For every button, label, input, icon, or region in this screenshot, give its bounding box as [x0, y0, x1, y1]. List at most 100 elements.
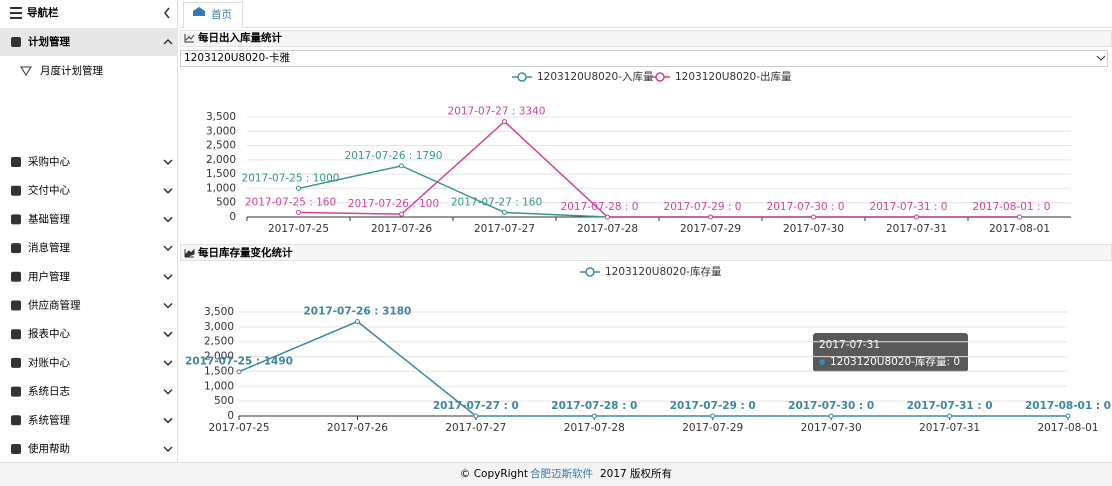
series-line	[298, 120, 1020, 218]
x-tick-label: 2017-07-28	[564, 422, 625, 434]
data-label: 2017-07-31 : 0	[870, 201, 948, 213]
x-tick-label: 2017-07-29	[680, 223, 741, 235]
x-tick-label: 2017-07-31	[919, 422, 980, 434]
tab[interactable]	[183, 2, 243, 28]
x-tick-label: 2017-07-25	[268, 223, 329, 235]
data-point	[502, 119, 507, 125]
home-icon	[193, 7, 205, 16]
menu-item[interactable]: 系统管理	[28, 413, 70, 426]
menu-item[interactable]: 使用帮助	[28, 442, 70, 455]
menu-icon	[11, 329, 21, 340]
data-point	[605, 214, 610, 220]
menu-chevron	[163, 216, 173, 223]
x-tick-label: 2017-07-26	[371, 223, 432, 235]
menu-item[interactable]: 采购中心	[28, 155, 70, 168]
submenu-item[interactable]: 月度计划管理	[40, 64, 103, 77]
x-tick-label: 2017-07-27	[474, 223, 535, 235]
x-tick-label: 2017-07-26	[327, 422, 388, 434]
menu-icon	[11, 357, 21, 368]
tab-border	[180, 27, 1112, 28]
menu-item[interactable]: 系统日志	[28, 385, 70, 398]
data-label: 2017-07-26 : 3180	[303, 306, 411, 318]
data-point	[1065, 413, 1071, 419]
menu-item[interactable]: 用户管理	[28, 270, 70, 283]
menu-item[interactable]: 交付中心	[28, 184, 70, 197]
data-point	[236, 369, 242, 375]
menu-chevron	[163, 38, 173, 45]
series-line	[238, 320, 1068, 417]
sidebar	[0, 0, 178, 462]
data-label: 2017-07-28 : 0	[561, 201, 639, 213]
menu-icon	[11, 157, 21, 167]
data-point	[399, 211, 404, 217]
data-point	[708, 214, 713, 220]
menu-item[interactable]: 报表中心	[28, 327, 70, 340]
data-label: 2017-07-28 : 0	[551, 400, 637, 412]
data-point	[947, 413, 953, 419]
active-item-bg	[0, 28, 178, 56]
data-label: 2017-07-27 : 0	[433, 400, 519, 412]
data-label: 2017-07-29 : 0	[670, 400, 756, 412]
y-tick-label: 3,500	[206, 111, 236, 123]
x-tick-label: 2017-07-30	[783, 223, 844, 235]
sidebar-title: 导航栏	[27, 6, 59, 19]
menu-chevron	[163, 446, 173, 453]
collapse-icon[interactable]	[164, 7, 170, 19]
data-point	[811, 214, 816, 220]
tooltip-text: 1203120U8020-库存量: 0	[830, 355, 960, 368]
menu-item[interactable]: 消息管理	[28, 241, 70, 254]
menu-icon	[11, 185, 21, 196]
area-icon	[184, 248, 195, 258]
x-tick-label: 2017-07-30	[801, 422, 862, 434]
select-value[interactable]: 1203120U8020-卡雅	[184, 51, 290, 64]
data-label: 2017-07-27 : 160	[451, 196, 542, 208]
data-label: 2017-07-27 : 3340	[448, 106, 546, 118]
y-tick-label: 500	[214, 395, 234, 407]
footer-link[interactable]: 合肥迈斯软件	[530, 467, 593, 480]
x-tick-label: 2017-07-27	[445, 422, 506, 434]
menu-chevron	[163, 274, 173, 280]
select-box[interactable]	[180, 50, 1108, 67]
menu-chevron	[163, 159, 173, 166]
y-tick-label: 1,000	[204, 380, 234, 392]
data-point	[473, 413, 479, 419]
menu-chevron	[163, 331, 173, 338]
y-tick-label: 2,000	[204, 351, 234, 363]
data-label: 2017-07-26 : 1790	[345, 150, 443, 162]
menu-chevron	[163, 389, 173, 395]
data-point	[354, 319, 360, 325]
tooltip-dot	[819, 359, 825, 365]
x-tick-label: 2017-07-29	[682, 422, 743, 434]
data-point	[296, 185, 301, 191]
menu-icon	[10, 7, 22, 19]
menu-icon	[11, 444, 21, 454]
menu-icon	[11, 300, 21, 311]
data-label: 2017-08-01 : 0	[973, 201, 1051, 213]
menu-item[interactable]: 供应商管理	[28, 299, 81, 312]
legend-label[interactable]: 1203120U8020-出库量	[675, 70, 792, 83]
menu-item[interactable]: 基础管理	[28, 212, 70, 225]
legend-label[interactable]: 1203120U8020-库存量	[605, 265, 722, 278]
data-label: 2017-07-25 : 1490	[185, 356, 293, 368]
y-tick-label: 3,000	[206, 125, 236, 137]
legend-label[interactable]: 1203120U8020-入库量	[537, 70, 654, 83]
menu-icon	[11, 386, 21, 397]
data-point	[914, 214, 919, 220]
data-label: 2017-07-25 : 160	[245, 196, 336, 208]
menu-chevron	[163, 360, 173, 366]
y-tick-label: 1,000	[206, 182, 236, 194]
menu-icon	[11, 214, 21, 225]
submenu-icon	[20, 66, 32, 76]
y-tick-label: 1,500	[206, 168, 236, 180]
y-tick-label: 2,000	[206, 154, 236, 166]
menu-chevron	[163, 417, 173, 424]
legend-marker	[585, 267, 595, 277]
y-tick-label: 0	[227, 410, 234, 422]
menu-item[interactable]: 对账中心	[28, 356, 70, 369]
tab-label[interactable]: 首页	[211, 8, 232, 21]
tooltip-title: 2017-07-31	[819, 339, 880, 351]
data-point	[502, 209, 507, 215]
x-tick-label: 2017-07-28	[577, 223, 638, 235]
menu-item[interactable]: 计划管理	[28, 35, 70, 48]
